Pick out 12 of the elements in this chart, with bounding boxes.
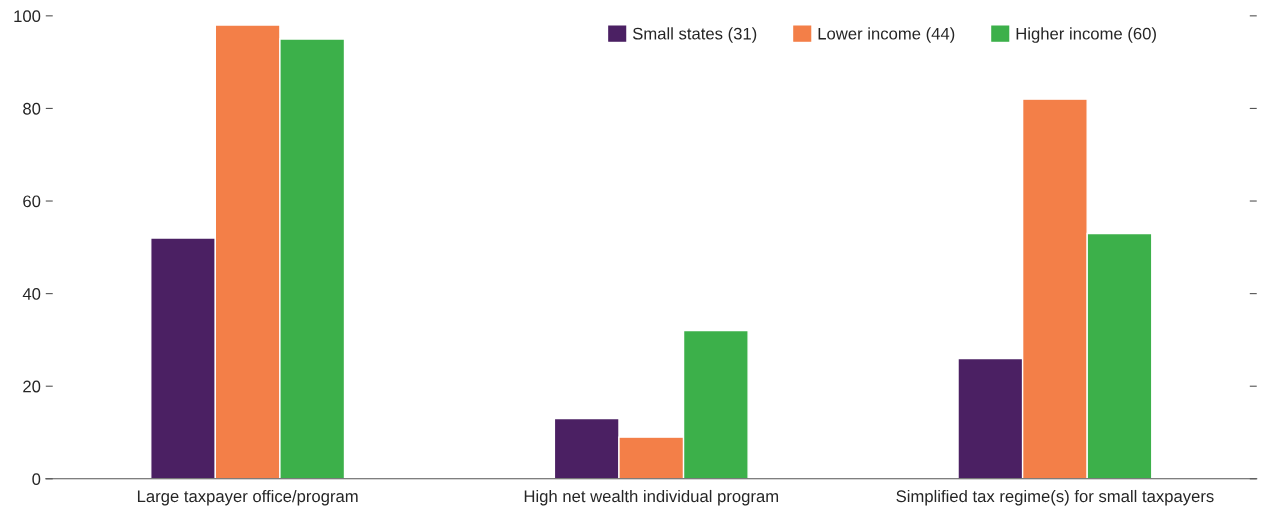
legend-label: Lower income (44) [818,27,955,43]
legend-label: Higher income (60) [1016,27,1156,43]
y-tick-label: 20 [23,380,41,393]
y-tick-label: 60 [23,195,41,208]
y-tick-label: 100 [14,10,41,23]
y-tick-label: 0 [32,473,41,486]
y-tick-label: 40 [22,288,41,300]
x-tick-label: Large taxpayer office/program [137,489,358,506]
x-tick-label: Simplified tax regime(s) for small taxpayers [896,489,1214,506]
y-tick-label: 80 [23,102,41,115]
x-tick-label: High net wealth individual program [524,489,779,506]
legend-label: Small states (31) [632,27,757,43]
